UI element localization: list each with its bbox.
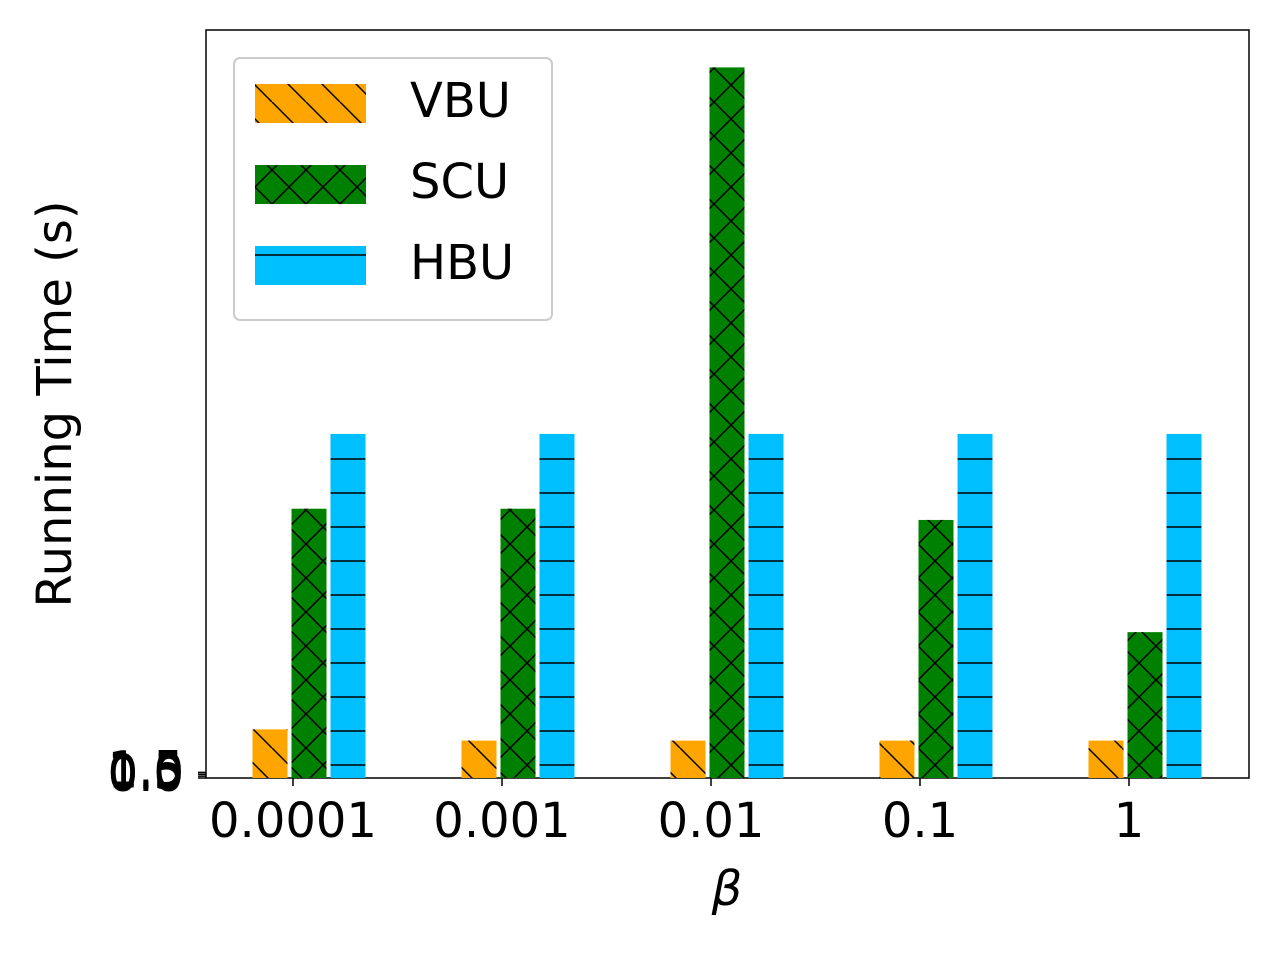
bar <box>748 433 784 778</box>
x-axis-label: β <box>711 861 743 917</box>
bar <box>1127 632 1163 778</box>
bar-hatch <box>709 67 745 778</box>
bar-hatch <box>1088 740 1124 778</box>
y-tick-label: 1.5 <box>108 741 184 797</box>
bar <box>252 729 288 778</box>
x-tick-label: 0.001 <box>433 793 570 849</box>
bar-hatch <box>330 433 366 778</box>
legend-swatch-hatch <box>255 165 366 204</box>
legend-label: HBU <box>410 235 514 291</box>
bar-hatch <box>957 433 993 778</box>
x-tick-label: 0.0001 <box>209 793 377 849</box>
bar-hatch <box>879 740 915 778</box>
bar-hatch <box>291 508 327 778</box>
y-tick-label: 0.5 <box>108 745 184 801</box>
bar <box>1088 740 1124 778</box>
bar <box>670 740 706 778</box>
bar <box>709 67 745 778</box>
legend-swatch-hatch <box>255 246 366 285</box>
bar-hatch <box>539 433 575 778</box>
bar <box>918 519 954 778</box>
bar <box>539 433 575 778</box>
bar-hatch <box>252 729 288 778</box>
bar <box>330 433 366 778</box>
y-tick-label: 1.0 <box>108 743 184 799</box>
legend-label: VBU <box>410 73 511 129</box>
y-tick-label: 0.0 <box>108 747 184 803</box>
bar-hatch <box>1127 632 1163 778</box>
bar-hatch <box>1166 433 1202 778</box>
bar-hatch <box>748 433 784 778</box>
bar <box>879 740 915 778</box>
bar <box>291 508 327 778</box>
legend-swatch-hatch <box>255 84 366 123</box>
bar <box>1166 433 1202 778</box>
bar-hatch <box>918 519 954 778</box>
bar-hatch <box>670 740 706 778</box>
x-tick-label: 0.01 <box>658 793 765 849</box>
legend-label: SCU <box>410 154 509 210</box>
bar <box>957 433 993 778</box>
x-tick-label: 0.1 <box>882 793 958 849</box>
y-axis-label: Running Time (s) <box>27 200 83 607</box>
bar-hatch <box>461 740 497 778</box>
bar <box>500 508 536 778</box>
bar <box>461 740 497 778</box>
x-tick-label: 1 <box>1114 793 1145 849</box>
bar-hatch <box>500 508 536 778</box>
